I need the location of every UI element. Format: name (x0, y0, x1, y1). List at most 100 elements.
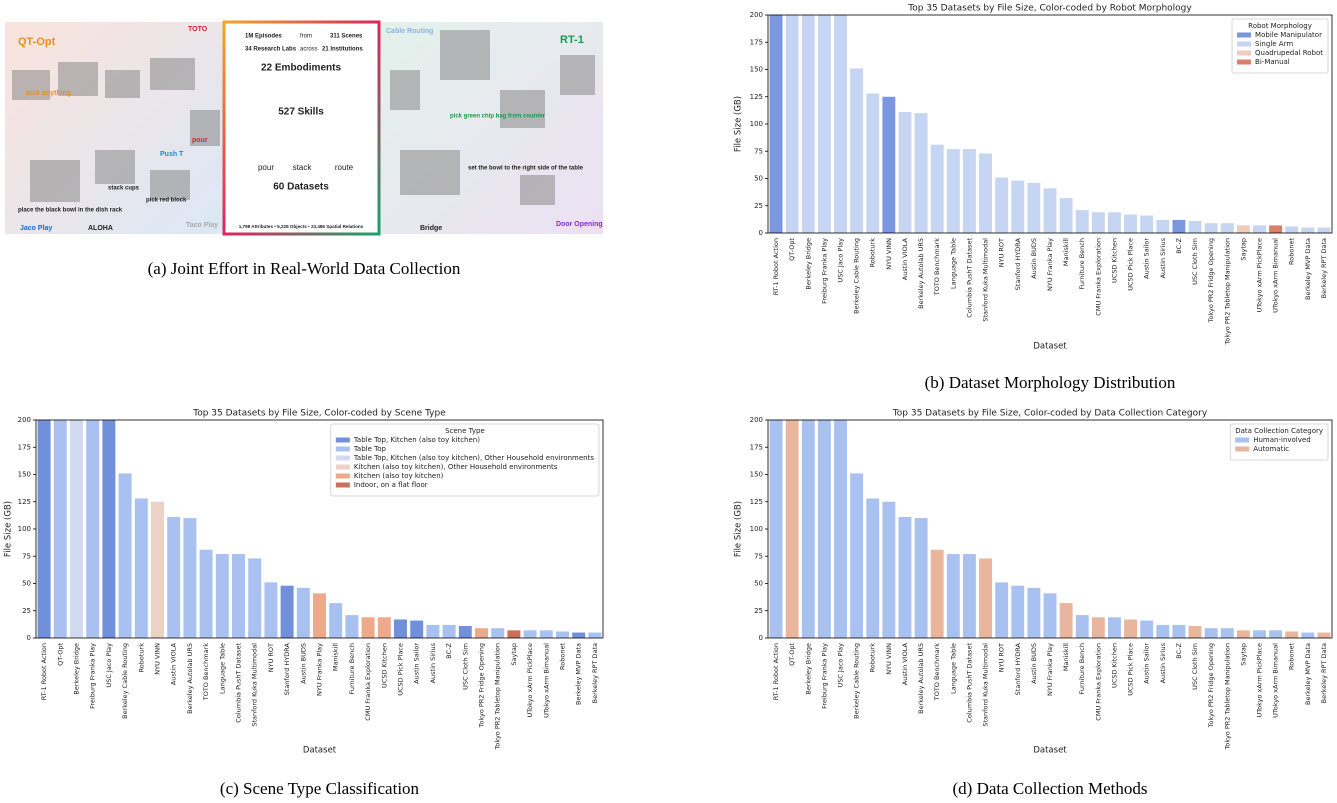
legend-label: Kitchen (also toy kitchen) (354, 472, 444, 480)
x-tick-label: CMU Franka Exploration (1094, 643, 1102, 721)
x-tick-label: UTokyo xArm Bimanual (1272, 643, 1280, 718)
bar (1285, 226, 1299, 233)
x-tick-label: NYU ROT (998, 643, 1006, 672)
label: 60 Datasets (273, 182, 329, 193)
x-tick-label: UCSD Pick Place (1127, 238, 1135, 291)
bar (1269, 225, 1283, 233)
legend-label: Indoor, on a flat floor (354, 481, 428, 489)
x-tick-label: Stanford Kuka Multimodal (982, 238, 990, 322)
y-tick-label: 100 (18, 525, 31, 533)
y-tick-label: 0 (759, 634, 763, 642)
y-tick-label: 25 (754, 202, 763, 210)
x-tick-label: Berkeley Bridge (804, 643, 812, 695)
legend-swatch (335, 437, 350, 443)
bar (1027, 587, 1041, 638)
bar (898, 112, 912, 233)
bar (280, 585, 294, 638)
legend-swatch (1237, 50, 1252, 56)
bar (1043, 188, 1057, 233)
x-axis-label: Dataset (303, 746, 337, 756)
x-tick-label: Language Table (218, 643, 226, 694)
label: pick green chip bag from counter (450, 114, 546, 120)
bar (507, 630, 521, 638)
bar (1075, 615, 1089, 638)
bar (361, 617, 375, 638)
bar (1011, 585, 1025, 638)
x-tick-label: Berkeley Cable Routing (853, 238, 861, 314)
x-tick-label: RT-1 Robot Action (40, 643, 48, 700)
y-tick-label: 25 (22, 607, 31, 615)
photo-tiles (12, 30, 595, 205)
bar (410, 620, 424, 638)
bar (1140, 620, 1154, 638)
x-tick-label: TOTO Benchmark (933, 238, 941, 296)
chart-title: Top 35 Datasets by File Size, Color-code… (892, 409, 1208, 419)
bar (898, 517, 912, 638)
bar (1317, 632, 1331, 638)
x-tick-label: Austin Sailor (1143, 643, 1151, 684)
y-tick-label: 0 (27, 634, 31, 642)
bar (995, 582, 1009, 638)
y-tick-label: 150 (750, 471, 763, 479)
x-tick-label: CMU Franka Exploration (1094, 238, 1102, 316)
x-tick-label: Stanford HYDRA (1014, 237, 1022, 290)
bar (882, 501, 896, 638)
legend-label: Table Top, Kitchen (also toy kitchen) (353, 436, 480, 444)
bar (1059, 198, 1073, 233)
x-tick-label: Stanford HYDRA (283, 642, 291, 695)
bars (769, 15, 1331, 233)
chart: 0 25 50 75 100 125 150 175 200 RT-1 Robot Action Q… (734, 409, 1333, 798)
bar (345, 615, 359, 638)
legend-label: Human-involved (1253, 436, 1310, 444)
legend-swatch (1235, 446, 1250, 452)
bar (1204, 628, 1218, 638)
x-tick-label: Berkeley MVP Data (1304, 238, 1312, 300)
bar (1043, 593, 1057, 638)
bar (1075, 210, 1089, 233)
y-tick-label: 175 (750, 443, 763, 451)
label: pick anything (26, 90, 71, 97)
bar (442, 624, 456, 638)
legend-swatch (335, 446, 350, 452)
bar (914, 113, 928, 233)
x-tick-label: NYU ROT (267, 643, 275, 672)
x-tick-label: USC Jaco Play (837, 643, 845, 688)
x-tick-label: UTokyo xArm PickPlace (526, 643, 534, 717)
x-tick-label: Robonet (559, 643, 567, 670)
legend-box (1229, 423, 1329, 461)
x-tick-label: Roboturk (869, 643, 877, 673)
bar (930, 549, 944, 638)
bar (882, 96, 896, 233)
bar (866, 93, 880, 233)
x-tick-label: NYU Franka Play (1046, 643, 1054, 696)
x-tick-label: UCSD Pick Place (1127, 643, 1135, 696)
bar (1027, 182, 1041, 233)
x-tick-label: Austin BUDS (1030, 238, 1038, 279)
chart-title: Top 35 Datasets by File Size, Color-code… (192, 409, 446, 419)
x-tick-label: UTokyo xArm PickPlace (1255, 643, 1263, 717)
label: pick red block (146, 198, 187, 204)
bar (215, 554, 229, 638)
x-tick-label: Stanford HYDRA (1014, 642, 1022, 695)
x-tick-label: UCSD Kitchen (380, 643, 388, 688)
x-tick-label: Maniskill (1062, 643, 1070, 671)
x-tick-label: Berkeley Cable Routing (853, 643, 861, 719)
x-tick-label: Tokyo PR2 Fridge Opening (1207, 643, 1215, 728)
y-axis-label: File Size (GB) (734, 96, 744, 152)
x-tick-label: UTokyo xArm Bimanual (542, 643, 550, 718)
bar (1172, 624, 1186, 638)
label: 21 Institutions (322, 47, 363, 53)
bar (1236, 225, 1250, 233)
bar (1011, 180, 1025, 233)
x-tick-label: UTokyo xArm PickPlace (1255, 238, 1263, 312)
x-tick-label: Furniture Bench (1078, 238, 1086, 290)
label: across (300, 47, 318, 53)
bar (232, 554, 245, 638)
x-tick-label: Freiburg Franka Play (89, 643, 97, 709)
x-tick-label: RT-1 Robot Action (772, 238, 780, 295)
x-tick-label: Austin VIOLA (170, 642, 178, 685)
y-tick-label: 175 (750, 38, 763, 46)
x-tick-label: USC Cloth Sim (1191, 643, 1199, 690)
bar (1317, 227, 1331, 233)
